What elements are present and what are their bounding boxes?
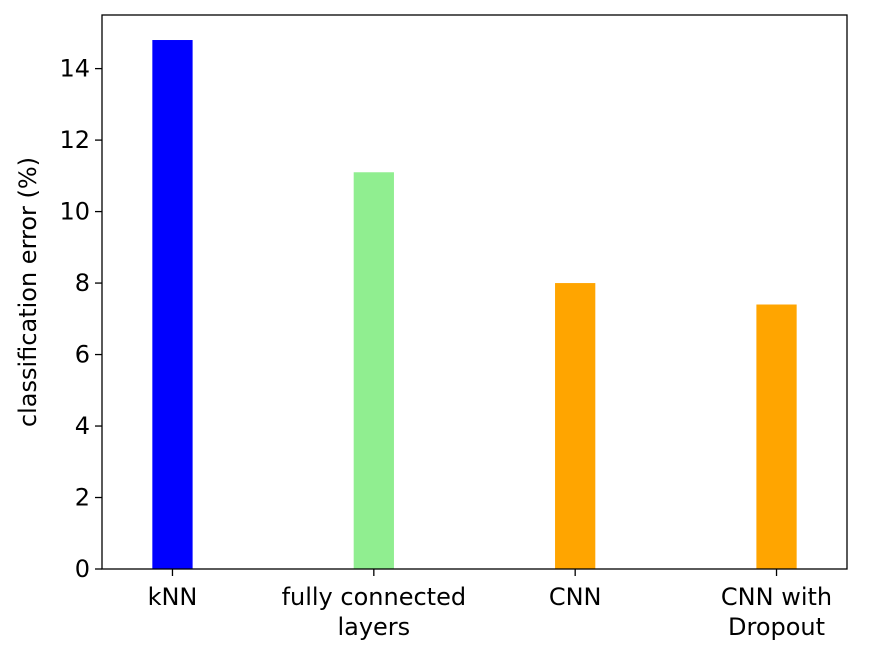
x-tick-label-3: CNN with Dropout	[721, 583, 832, 641]
x-axis-ticks: kNN fully connected layers CNN CNN with Dropo…	[148, 569, 832, 641]
y-tick-label-2: 4	[75, 412, 90, 440]
x-tick-label-1: fully connected layers	[282, 583, 467, 641]
bar-1	[353, 172, 394, 569]
y-tick-label-7: 14	[59, 55, 90, 83]
y-tick-label-3: 6	[75, 341, 90, 369]
y-tick-label-6: 12	[59, 126, 90, 154]
y-axis-label: classification error (%)	[14, 157, 42, 427]
y-axis-ticks: 0 2 4 6 8 10 12 14	[59, 55, 102, 583]
x-tick-label-0: kNN	[148, 583, 198, 611]
bar-3	[756, 304, 797, 569]
bar-0	[152, 40, 193, 570]
y-tick-label-0: 0	[75, 555, 90, 583]
y-tick-label-5: 10	[59, 198, 90, 226]
y-tick-label-1: 2	[75, 484, 90, 512]
bar-2	[555, 283, 596, 569]
bars-group	[152, 40, 797, 570]
x-tick-label-2: CNN	[549, 583, 602, 611]
plot-frame	[101, 14, 848, 570]
y-tick-label-4: 8	[75, 269, 90, 297]
